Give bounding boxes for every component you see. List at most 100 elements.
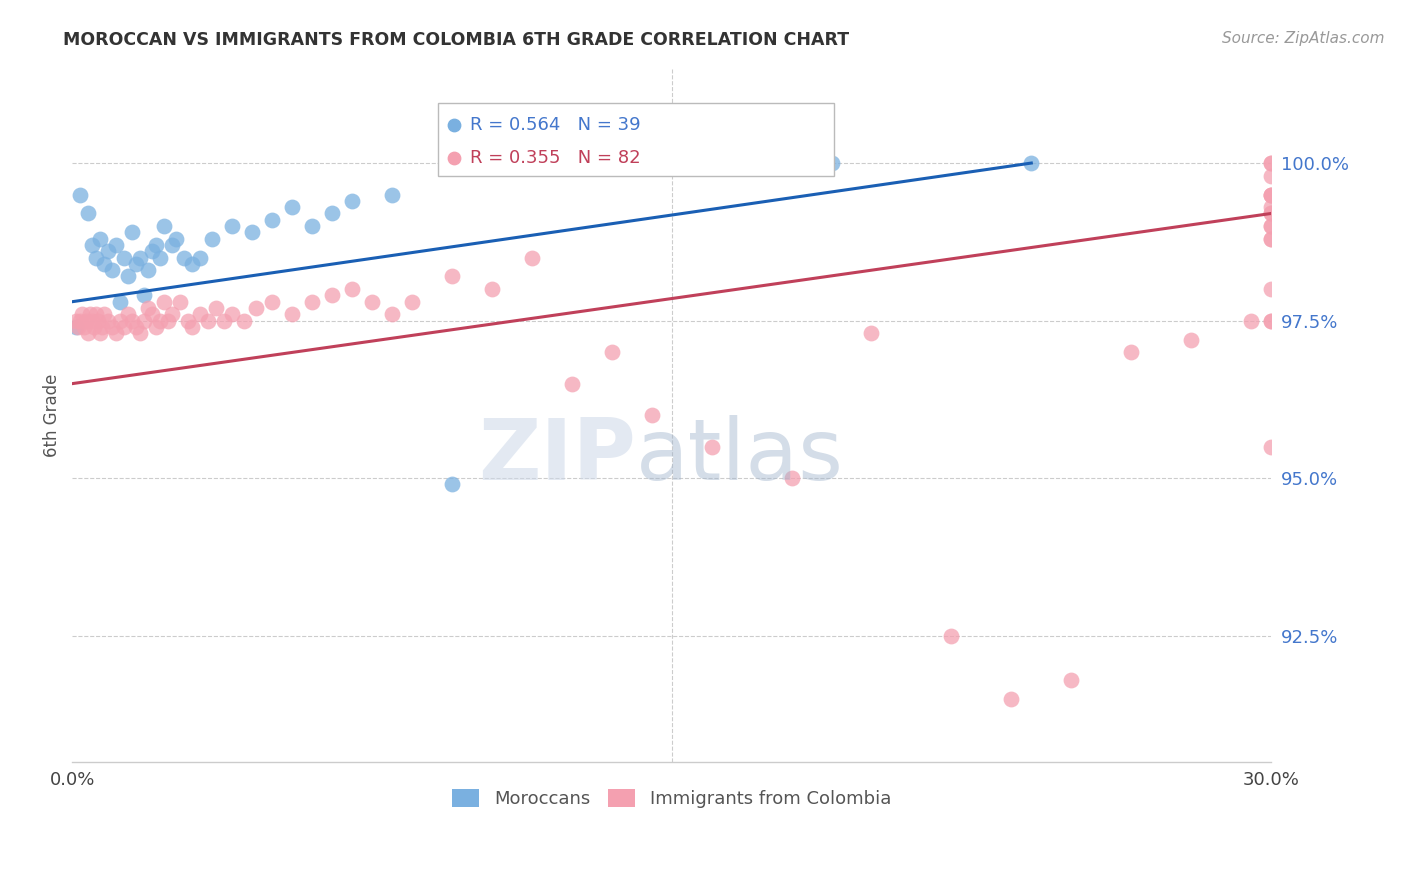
Point [70, 307, 93, 321]
Point [129, 251, 152, 265]
Point [89, 326, 111, 341]
Point [145, 319, 167, 334]
Point [153, 294, 176, 309]
Point [1260, 187, 1282, 202]
Point [82, 238, 104, 252]
Point [340, 282, 363, 296]
Point [440, 477, 463, 491]
Point [700, 440, 723, 454]
FancyBboxPatch shape [437, 103, 834, 176]
Point [321, 206, 343, 220]
Point [165, 232, 187, 246]
Point [89, 232, 111, 246]
Point [1000, 691, 1022, 706]
Point [301, 219, 323, 233]
Point [134, 288, 156, 302]
Legend: Moroccans, Immigrants from Colombia: Moroccans, Immigrants from Colombia [446, 781, 898, 815]
Point [160, 238, 183, 252]
Point [141, 244, 163, 259]
Point [1260, 219, 1282, 233]
Point [181, 257, 204, 271]
Point [108, 313, 131, 327]
Point [91, 319, 114, 334]
Point [112, 319, 135, 334]
Point [1260, 206, 1282, 220]
Point [93, 307, 115, 321]
Point [83, 319, 105, 334]
Point [440, 269, 463, 284]
Point [69, 313, 91, 327]
Point [65, 313, 87, 327]
Point [1260, 232, 1282, 246]
Point [1260, 156, 1282, 170]
Point [1260, 282, 1282, 296]
Point [101, 319, 124, 334]
Point [169, 294, 191, 309]
Point [221, 219, 243, 233]
Point [1260, 313, 1282, 327]
Point [1121, 345, 1143, 359]
Point [145, 238, 167, 252]
Point [1260, 169, 1282, 183]
Point [221, 307, 243, 321]
Point [1260, 187, 1282, 202]
Point [641, 408, 664, 422]
Point [860, 326, 883, 341]
Point [149, 251, 172, 265]
Point [141, 307, 163, 321]
Point [197, 313, 219, 327]
Point [1180, 333, 1202, 347]
Point [136, 263, 159, 277]
Point [281, 200, 304, 214]
Point [1260, 313, 1282, 327]
Point [443, 151, 465, 165]
Point [153, 219, 176, 233]
Text: atlas: atlas [636, 416, 844, 499]
Point [233, 313, 256, 327]
Point [136, 301, 159, 315]
Point [820, 156, 842, 170]
Point [1260, 200, 1282, 214]
Point [520, 251, 543, 265]
Point [1260, 219, 1282, 233]
Point [1260, 187, 1282, 202]
Point [1260, 232, 1282, 246]
Point [181, 319, 204, 334]
Point [87, 313, 110, 327]
Point [188, 307, 211, 321]
Point [117, 269, 139, 284]
Point [381, 307, 404, 321]
Point [201, 232, 224, 246]
Point [600, 345, 623, 359]
Text: R = 0.564   N = 39: R = 0.564 N = 39 [470, 116, 641, 134]
Point [1240, 313, 1263, 327]
Point [121, 226, 143, 240]
Point [173, 251, 195, 265]
Point [160, 307, 183, 321]
Point [97, 313, 120, 327]
Point [97, 244, 120, 259]
Point [780, 471, 803, 485]
Point [82, 313, 104, 327]
Point [77, 206, 100, 220]
Point [149, 313, 172, 327]
Point [401, 294, 423, 309]
Point [73, 319, 96, 334]
Point [1060, 673, 1083, 687]
Point [1021, 156, 1043, 170]
Point [443, 118, 465, 132]
Point [125, 257, 148, 271]
Point [69, 187, 91, 202]
Point [101, 263, 124, 277]
Point [157, 313, 180, 327]
Point [105, 326, 128, 341]
Point [340, 194, 363, 208]
Text: ZIP: ZIP [478, 416, 636, 499]
Point [321, 288, 343, 302]
Point [260, 294, 283, 309]
Text: Source: ZipAtlas.com: Source: ZipAtlas.com [1222, 31, 1385, 46]
Point [240, 226, 263, 240]
Point [112, 251, 135, 265]
Point [381, 187, 404, 202]
Point [260, 212, 283, 227]
